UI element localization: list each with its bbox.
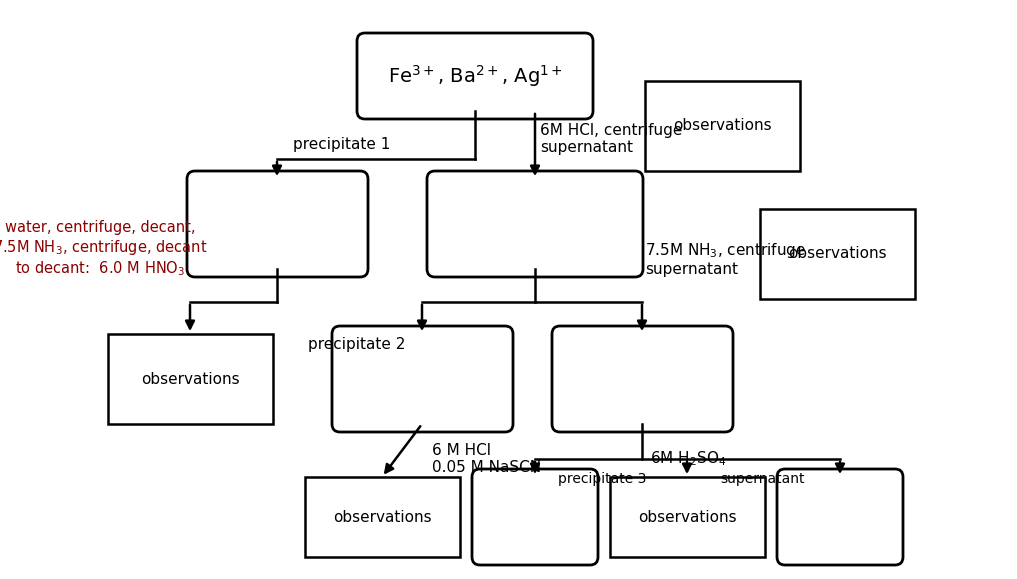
Bar — [610, 477, 765, 557]
Text: 7.5M NH$_3$, centrifuge
supernatant: 7.5M NH$_3$, centrifuge supernatant — [645, 241, 806, 277]
Text: observations: observations — [673, 119, 772, 134]
Bar — [645, 81, 800, 171]
FancyBboxPatch shape — [427, 171, 643, 277]
Text: supernatant: supernatant — [720, 472, 804, 486]
FancyBboxPatch shape — [777, 469, 903, 565]
Text: precipitate 2: precipitate 2 — [307, 336, 405, 351]
Bar — [760, 209, 915, 299]
FancyBboxPatch shape — [357, 33, 593, 119]
Text: Fe$^{3+}$, Ba$^{2+}$, Ag$^{1+}$: Fe$^{3+}$, Ba$^{2+}$, Ag$^{1+}$ — [387, 63, 562, 89]
FancyBboxPatch shape — [472, 469, 598, 565]
Text: observations: observations — [788, 247, 887, 262]
Text: precipitate 3: precipitate 3 — [558, 472, 647, 486]
Text: 6M H$_2$SO$_4$: 6M H$_2$SO$_4$ — [650, 450, 726, 468]
FancyBboxPatch shape — [552, 326, 733, 432]
FancyBboxPatch shape — [332, 326, 513, 432]
FancyBboxPatch shape — [187, 171, 368, 277]
Text: 6M HCl, centrifuge
supernatant: 6M HCl, centrifuge supernatant — [540, 123, 682, 155]
Text: 6 M HCl
0.05 M NaSCN: 6 M HCl 0.05 M NaSCN — [432, 443, 541, 475]
Bar — [305, 477, 460, 557]
Text: precipitate 1: precipitate 1 — [293, 137, 390, 152]
Text: observations: observations — [334, 510, 432, 525]
Text: water, centrifuge, decant,
7.5M NH$_3$, centrifuge, decant
to decant:  6.0 M HNO: water, centrifuge, decant, 7.5M NH$_3$, … — [0, 220, 207, 278]
Bar — [108, 334, 273, 424]
Text: observations: observations — [141, 372, 240, 387]
Text: observations: observations — [639, 510, 736, 525]
